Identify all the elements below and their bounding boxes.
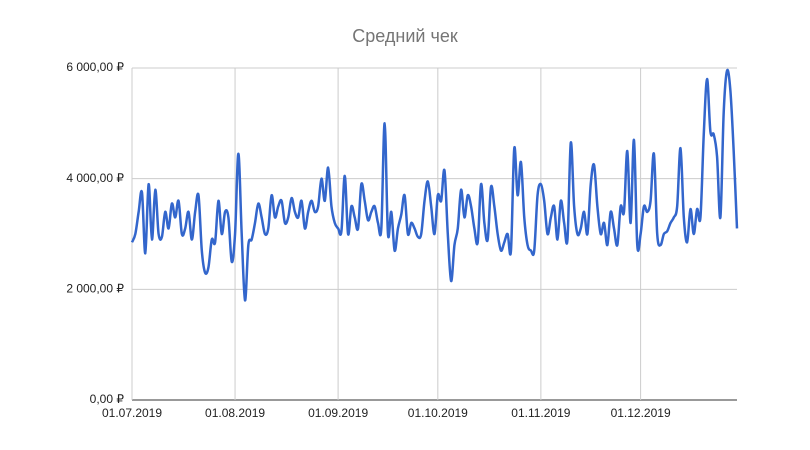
x-tick-label: 01.11.2019 [511, 406, 570, 420]
x-tick-label: 01.07.2019 [102, 406, 162, 420]
x-tick-label: 01.08.2019 [205, 406, 265, 420]
x-tick-label: 01.09.2019 [308, 406, 368, 420]
x-tick-label: 01.12.2019 [611, 406, 671, 420]
x-tick-label: 01.10.2019 [408, 406, 468, 420]
chart-title: Средний чек [352, 26, 458, 46]
y-tick-label: 4 000,00 ₽ [66, 171, 124, 185]
y-tick-label: 0,00 ₽ [90, 392, 125, 406]
y-tick-label: 6 000,00 ₽ [66, 60, 124, 74]
y-tick-label: 2 000,00 ₽ [66, 282, 124, 296]
line-series [130, 68, 739, 302]
